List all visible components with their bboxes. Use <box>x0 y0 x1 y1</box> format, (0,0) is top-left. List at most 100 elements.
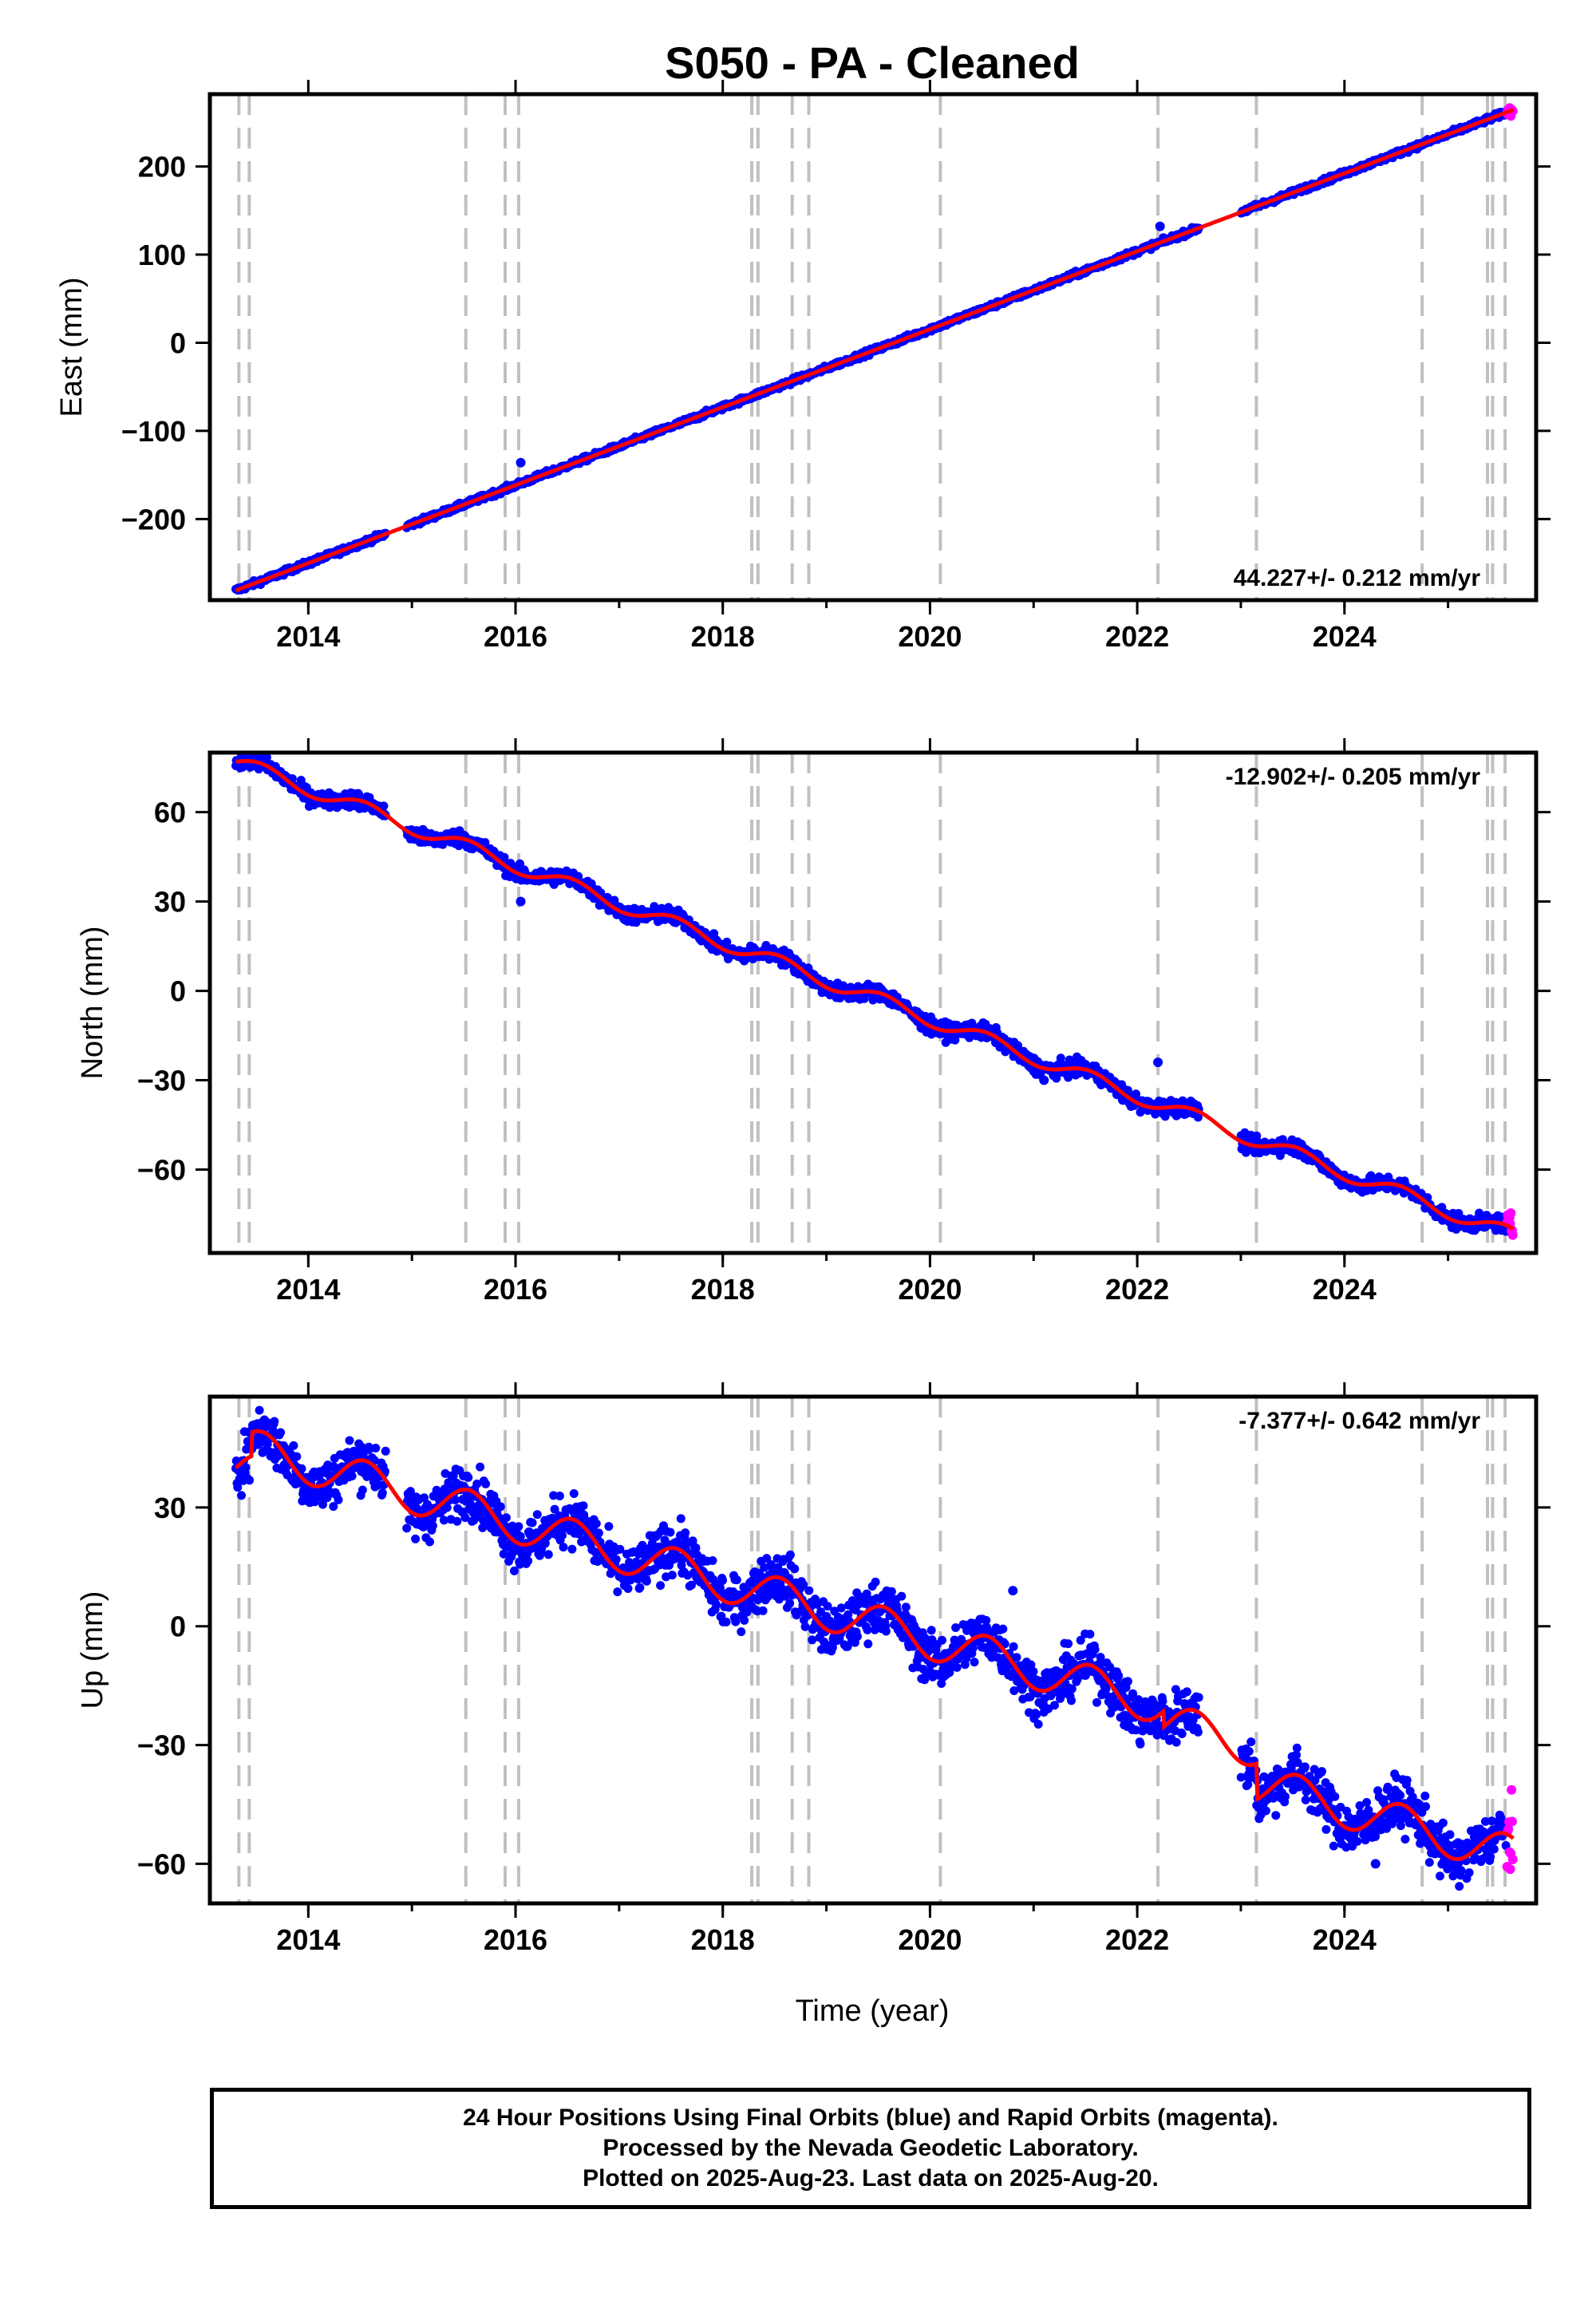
final-orbit-point <box>402 1524 412 1533</box>
y-tick-label: 200 <box>138 151 186 184</box>
final-orbit-point <box>1013 1041 1022 1050</box>
y-tick-label: 100 <box>138 239 186 271</box>
final-orbit-point <box>237 1491 246 1500</box>
final-orbit-point <box>785 1599 795 1608</box>
final-orbit-point <box>543 1550 553 1559</box>
chart-panels: 2014 2016 2018 2020 2022 2024 −200 −100 0 100 200 E… <box>55 80 1551 1956</box>
x-tick-label: 2020 <box>898 1273 962 1306</box>
panel-north: 2014 2016 2018 2020 2022 2024−60−3003060North… <box>76 738 1551 1306</box>
x-tick-label: 2018 <box>691 1273 755 1306</box>
final-orbit-point <box>501 1513 511 1523</box>
final-orbit-point <box>358 1485 367 1495</box>
final-orbit-point <box>411 1534 421 1543</box>
event-lines <box>237 94 1507 600</box>
final-orbit-point <box>666 1528 675 1537</box>
final-orbit-point <box>481 1479 491 1488</box>
final-orbit-point <box>523 1556 533 1566</box>
final-orbit-point <box>758 1606 768 1615</box>
final-orbit-point <box>737 1627 746 1637</box>
final-orbit-point <box>611 1555 621 1564</box>
chart-title: S050 - PA - Cleaned <box>665 38 1080 88</box>
x-tick-label: 2016 <box>484 1273 547 1306</box>
x-tick-label: 2014 <box>276 620 340 653</box>
final-orbit-point <box>428 1521 437 1531</box>
event-lines <box>237 753 1507 1253</box>
final-orbit-point <box>1056 1053 1065 1063</box>
x-tick-label: 2016 <box>484 620 547 653</box>
y-tick-label: 30 <box>154 886 186 919</box>
event-lines <box>237 1397 1507 1903</box>
final-orbit-point <box>527 1518 537 1528</box>
x-tick-label: 2024 <box>1313 1273 1377 1306</box>
final-orbit-point <box>676 1514 685 1524</box>
final-orbit-point <box>722 937 732 947</box>
model-fit-line <box>235 108 1515 593</box>
y-tick-label: 60 <box>154 796 186 829</box>
y-axis-label: East (mm) <box>55 277 89 417</box>
final-orbit-point <box>591 1519 601 1528</box>
final-orbit-point <box>532 1510 542 1520</box>
final-orbit-point <box>656 1581 666 1591</box>
y-tick-label: 0 <box>170 326 186 359</box>
final-orbit-point <box>379 801 389 811</box>
outlier-point <box>516 457 526 468</box>
final-orbit-point <box>721 1617 731 1626</box>
final-orbit-point <box>496 1502 505 1512</box>
y-tick-label: −200 <box>121 503 186 536</box>
final-orbit-point <box>604 1522 614 1531</box>
final-orbit-point <box>262 753 271 762</box>
final-orbit-point <box>681 1528 690 1538</box>
outlier-point <box>1155 221 1165 231</box>
outlier-point <box>1039 1075 1049 1085</box>
final-orbit-point <box>790 1564 800 1574</box>
final-orbit-point <box>516 859 524 868</box>
plot-frame <box>207 92 1539 603</box>
final-orbit-point <box>859 994 869 1003</box>
final-orbit-point <box>740 1615 749 1625</box>
final-orbit-point <box>480 838 490 848</box>
final-orbit-point <box>718 1575 727 1585</box>
final-orbit-point <box>334 1495 343 1504</box>
final-orbit-point <box>452 1516 462 1526</box>
outlier-point <box>516 896 526 907</box>
final-orbit-point <box>425 1537 434 1547</box>
final-orbit-point <box>594 1528 603 1538</box>
final-orbit-point <box>613 1587 622 1597</box>
data-points <box>231 1405 1518 1891</box>
final-orbit-point <box>785 1550 795 1559</box>
final-orbit-point <box>500 852 509 862</box>
y-tick-label: −100 <box>121 415 186 448</box>
rate-label: -12.902+/- 0.205 mm/yr <box>1226 764 1481 790</box>
final-orbit-point <box>1052 1073 1061 1083</box>
final-orbit-point <box>708 1556 717 1565</box>
final-orbit-point <box>569 1489 579 1498</box>
final-orbit-point <box>245 1476 255 1485</box>
y-tick-label: −60 <box>137 1154 186 1187</box>
final-orbit-point <box>371 1444 381 1452</box>
final-orbit-point <box>804 1586 814 1595</box>
x-tick-label: 2018 <box>691 620 755 653</box>
final-orbit-point <box>270 1417 279 1426</box>
y-axis-label: North (mm) <box>76 926 109 1079</box>
final-orbit-point <box>345 1436 354 1445</box>
final-orbit-point <box>732 1575 741 1585</box>
final-orbit-point <box>667 1571 677 1580</box>
final-orbit-point <box>276 1428 286 1437</box>
x-tick-label: 2020 <box>898 620 962 653</box>
outlier-point <box>1153 1057 1163 1068</box>
x-tick-label: 2022 <box>1105 620 1169 653</box>
x-tick-label: 2014 <box>276 1273 340 1306</box>
final-orbit-point <box>579 1501 588 1511</box>
final-orbit-point <box>635 1583 645 1592</box>
final-orbit-point <box>559 1543 568 1552</box>
final-orbit-point <box>514 1522 523 1531</box>
panel-east: 2014 2016 2018 2020 2022 2024 −200 −100 0 100 200 E… <box>55 80 1551 653</box>
final-orbit-point <box>476 1462 485 1472</box>
final-orbit-point <box>381 1446 390 1456</box>
final-orbit-point <box>555 1492 564 1500</box>
final-orbit-point <box>642 1576 651 1586</box>
final-orbit-point <box>255 1405 264 1415</box>
x-tick-label: 2024 <box>1313 620 1377 653</box>
